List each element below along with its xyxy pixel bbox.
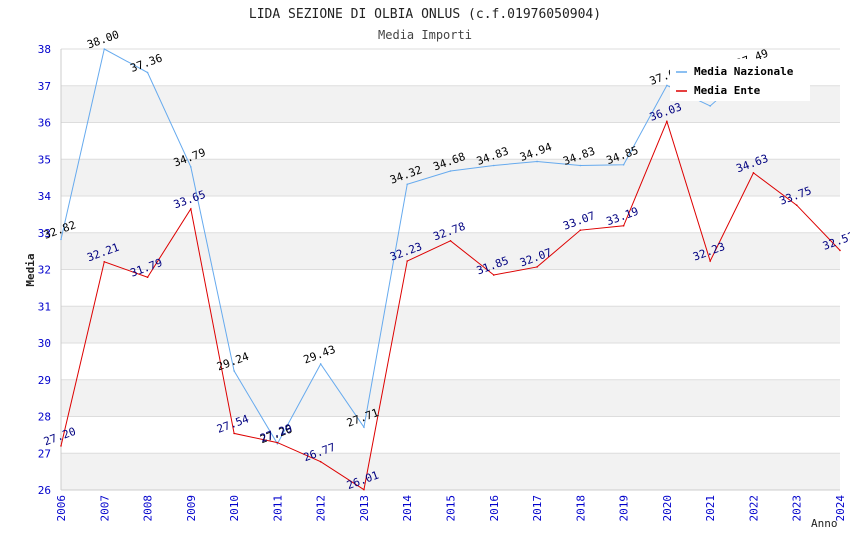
data-point-media-ente (276, 441, 279, 444)
data-point-media-nazionale (319, 363, 322, 365)
data-label-media-ente: 27.20 (42, 425, 78, 449)
x-tick-label: 2015 (445, 495, 458, 522)
x-tick-label: 2021 (704, 495, 717, 522)
y-tick-label: 35 (38, 153, 51, 166)
x-tick-label: 2022 (747, 495, 760, 522)
data-point-media-ente (536, 266, 538, 268)
legend-label-media-nazionale: Media Nazionale (694, 65, 794, 78)
series-lines (60, 48, 841, 491)
x-tick-label: 2023 (791, 495, 804, 522)
x-axis-label: Anno (811, 517, 838, 530)
y-tick-label: 29 (38, 374, 51, 387)
x-tick-labels: 2006 2007 2008 2009 2010 2011 2012 2013 2014 2015… (55, 495, 847, 522)
data-point-media-ente (709, 260, 711, 262)
data-point-media-ente (103, 260, 106, 263)
y-tick-label: 26 (38, 484, 51, 497)
y-tick-label: 32 (38, 264, 51, 277)
plot-grid (61, 48, 840, 491)
data-point-media-nazionale (60, 238, 62, 241)
x-tick-label: 2024 (834, 495, 847, 522)
grid-band (61, 232, 840, 270)
data-point-media-nazionale (233, 370, 235, 372)
y-tick-label: 31 (38, 300, 51, 313)
data-point-media-nazionale (190, 166, 192, 168)
y-tick-label: 33 (38, 227, 51, 240)
grid-band (61, 159, 840, 196)
plot-bands (61, 85, 840, 490)
data-point-media-ente (449, 240, 452, 242)
data-point-media-ente (233, 432, 235, 435)
x-tick-label: 2016 (488, 495, 501, 522)
y-axis-label: Media (24, 253, 37, 286)
data-point-media-ente (752, 172, 755, 174)
data-point-media-ente (666, 120, 668, 123)
y-tick-label: 36 (38, 117, 51, 130)
x-tick-label: 2009 (185, 495, 198, 522)
data-point-media-nazionale (449, 170, 452, 172)
data-point-media-ente (60, 445, 62, 447)
data-point-media-nazionale (492, 164, 495, 167)
x-tick-label: 2019 (618, 495, 631, 522)
x-tick-label: 2007 (98, 495, 111, 522)
data-point-media-nazionale (666, 84, 668, 87)
y-tick-label: 30 (38, 337, 51, 350)
legend: Media Nazionale Media Ente (670, 59, 810, 101)
x-tick-label: 2020 (661, 495, 674, 522)
data-point-media-ente (795, 204, 798, 206)
x-tick-label: 2018 (574, 495, 587, 522)
data-point-media-nazionale (536, 160, 538, 163)
x-tick-label: 2013 (358, 495, 371, 522)
data-point-media-nazionale (406, 183, 409, 186)
y-tick-label: 28 (38, 411, 51, 424)
data-point-media-ente (363, 488, 365, 491)
grid-band (61, 453, 840, 490)
x-tick-label: 2006 (55, 495, 68, 522)
data-point-media-ente (492, 274, 495, 276)
grid-band (61, 306, 840, 343)
data-point-media-ente (190, 208, 192, 210)
y-tick-label: 37 (38, 80, 51, 93)
legend-box (670, 59, 810, 101)
x-tick-label: 2011 (271, 495, 284, 522)
data-point-media-ente (406, 260, 409, 262)
x-tick-label: 2008 (142, 495, 155, 522)
y-tick-labels: 26 27 28 29 30 31 32 33 34 35 36 37 38 (38, 43, 52, 497)
legend-label-media-ente: Media Ente (694, 84, 761, 97)
chart-title: LIDA SEZIONE DI OLBIA ONLUS (c.f.0197605… (249, 7, 601, 22)
x-tick-label: 2017 (531, 495, 544, 522)
data-point-media-ente (579, 229, 582, 231)
data-point-media-ente (146, 276, 149, 279)
chart-subtitle: Media Importi (378, 28, 472, 42)
data-point-media-nazionale (146, 71, 149, 74)
y-tick-label: 38 (38, 43, 51, 56)
data-point-media-nazionale (579, 164, 582, 167)
data-point-media-nazionale (709, 105, 711, 107)
data-label-media-ente: 33.19 (605, 205, 641, 229)
data-point-media-ente (622, 224, 625, 227)
data-point-media-ente (319, 460, 322, 463)
data-point-media-nazionale (622, 163, 625, 166)
data-label-media-nazionale: 38.00 (85, 28, 121, 52)
data-label-media-nazionale: 29.24 (215, 350, 251, 374)
data-point-media-nazionale (103, 48, 106, 50)
plot-axes (60, 49, 840, 491)
data-point-media-ente (839, 249, 841, 252)
data-point-media-nazionale (363, 426, 365, 428)
data-label-media-nazionale: 29.43 (302, 343, 338, 367)
x-tick-label: 2014 (401, 495, 414, 522)
grid-band (61, 379, 840, 417)
y-tick-label: 27 (38, 447, 51, 460)
x-tick-label: 2010 (228, 495, 241, 522)
y-tick-label: 34 (38, 190, 52, 203)
x-tick-label: 2012 (315, 495, 328, 522)
